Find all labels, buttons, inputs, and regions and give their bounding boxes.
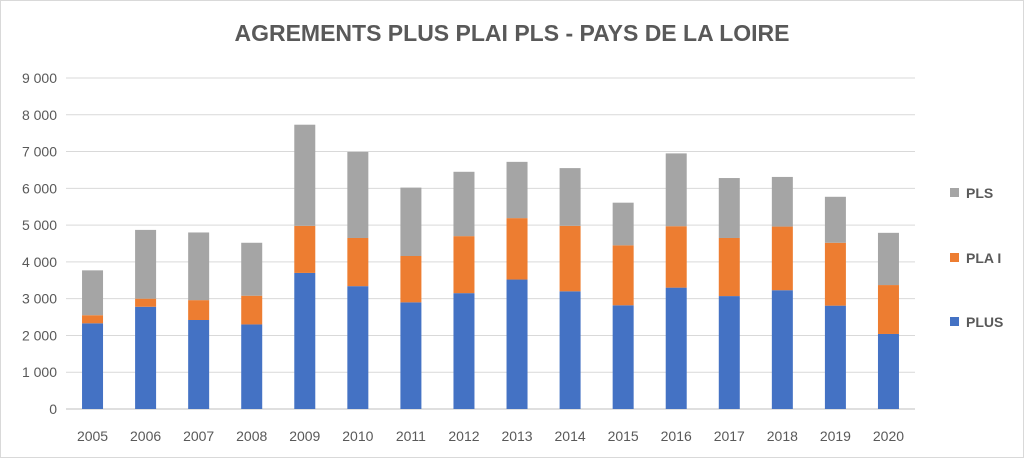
bar-pla-i-2016 [665,226,687,288]
bar-pls-2005 [82,270,104,316]
bar-pla-i-2005 [82,315,104,324]
bar-pls-2020 [877,232,899,286]
bar-plus-2010 [347,286,369,409]
x-axis-ticks: 2005 2006 2007 2008 2009 2010 2011 2012 2013 2014… [77,428,904,444]
bar-pla-i-2010 [347,237,369,287]
bar-pla-i-2020 [877,285,899,334]
bar-plus-2013 [506,279,528,409]
bar-pla-i-2017 [718,237,740,297]
x-tick-label: 2011 [396,428,426,444]
bar-plus-2015 [612,305,634,409]
x-tick-label: 2010 [342,428,373,444]
bar-pla-i-2018 [771,226,793,291]
bar-pls-2008 [241,242,263,296]
bar-pls-2013 [506,161,528,219]
y-tick-label: 8 000 [22,107,57,123]
x-tick-label: 2014 [555,428,586,444]
x-tick-label: 2008 [236,428,267,444]
bar-pls-2006 [135,229,157,299]
bar-pla-i-2006 [135,298,157,307]
y-tick-label: 2 000 [22,327,57,343]
x-tick-label: 2018 [767,428,798,444]
bar-plus-2005 [82,323,104,409]
y-tick-label: 6 000 [22,180,57,196]
legend-swatch-plus [950,317,959,326]
legend: PLS PLA I PLUS [950,185,1003,330]
y-tick-label: 1 000 [22,364,57,380]
bar-plus-2007 [188,319,210,409]
y-tick-label: 0 [49,401,57,417]
bar-pls-2007 [188,232,210,301]
x-tick-label: 2020 [873,428,904,444]
x-tick-label: 2019 [820,428,851,444]
x-tick-label: 2012 [448,428,479,444]
bar-plus-2020 [877,333,899,409]
bar-pls-2014 [559,168,581,226]
bar-pls-2015 [612,202,634,246]
x-tick-label: 2016 [661,428,692,444]
bar-pls-2009 [294,124,316,226]
bar-pla-i-2008 [241,295,263,325]
bar-plus-2019 [824,305,846,409]
bar-pla-i-2013 [506,218,528,280]
x-tick-label: 2007 [183,428,214,444]
legend-swatch-pls [950,188,959,197]
bar-pla-i-2014 [559,225,581,292]
y-tick-label: 4 000 [22,254,57,270]
bar-pla-i-2009 [294,225,316,273]
bar-plus-2017 [718,296,740,409]
x-tick-label: 2005 [77,428,108,444]
x-tick-label: 2006 [130,428,161,444]
bar-pls-2018 [771,176,793,227]
bar-plus-2008 [241,324,263,409]
bar-plus-2012 [453,293,475,409]
bar-plus-2011 [400,302,422,409]
bar-pla-i-2007 [188,300,210,320]
bar-pls-2019 [824,196,846,243]
bar-plus-2016 [665,287,687,409]
y-tick-label: 3 000 [22,291,57,307]
chart-title: AGREMENTS PLUS PLAI PLS - PAYS DE LA LOI… [234,20,790,46]
y-tick-label: 5 000 [22,217,57,233]
bar-pls-2016 [665,153,687,227]
legend-label: PLA I [966,250,1001,266]
bar-pla-i-2015 [612,245,634,306]
bar-pls-2017 [718,178,740,238]
bar-plus-2014 [559,291,581,409]
x-tick-label: 2015 [608,428,639,444]
bars [82,124,899,409]
bar-plus-2006 [135,306,157,409]
x-tick-label: 2017 [714,428,745,444]
bar-pla-i-2011 [400,256,422,303]
y-axis-ticks: 0 1 000 2 000 3 000 4 000 5 000 6 000 7 000 8 00… [22,70,57,417]
bar-pls-2011 [400,187,422,257]
x-tick-label: 2009 [289,428,320,444]
bar-pla-i-2019 [824,242,846,306]
bar-pla-i-2012 [453,236,475,294]
legend-label: PLS [966,185,993,201]
y-tick-label: 9 000 [22,70,57,86]
bar-pls-2010 [347,151,369,238]
x-tick-label: 2013 [501,428,532,444]
bar-plus-2018 [771,290,793,409]
y-tick-label: 7 000 [22,144,57,160]
legend-swatch-pla-i [950,253,959,262]
legend-label: PLUS [966,314,1003,330]
bar-pls-2012 [453,171,475,237]
bar-plus-2009 [294,272,316,409]
